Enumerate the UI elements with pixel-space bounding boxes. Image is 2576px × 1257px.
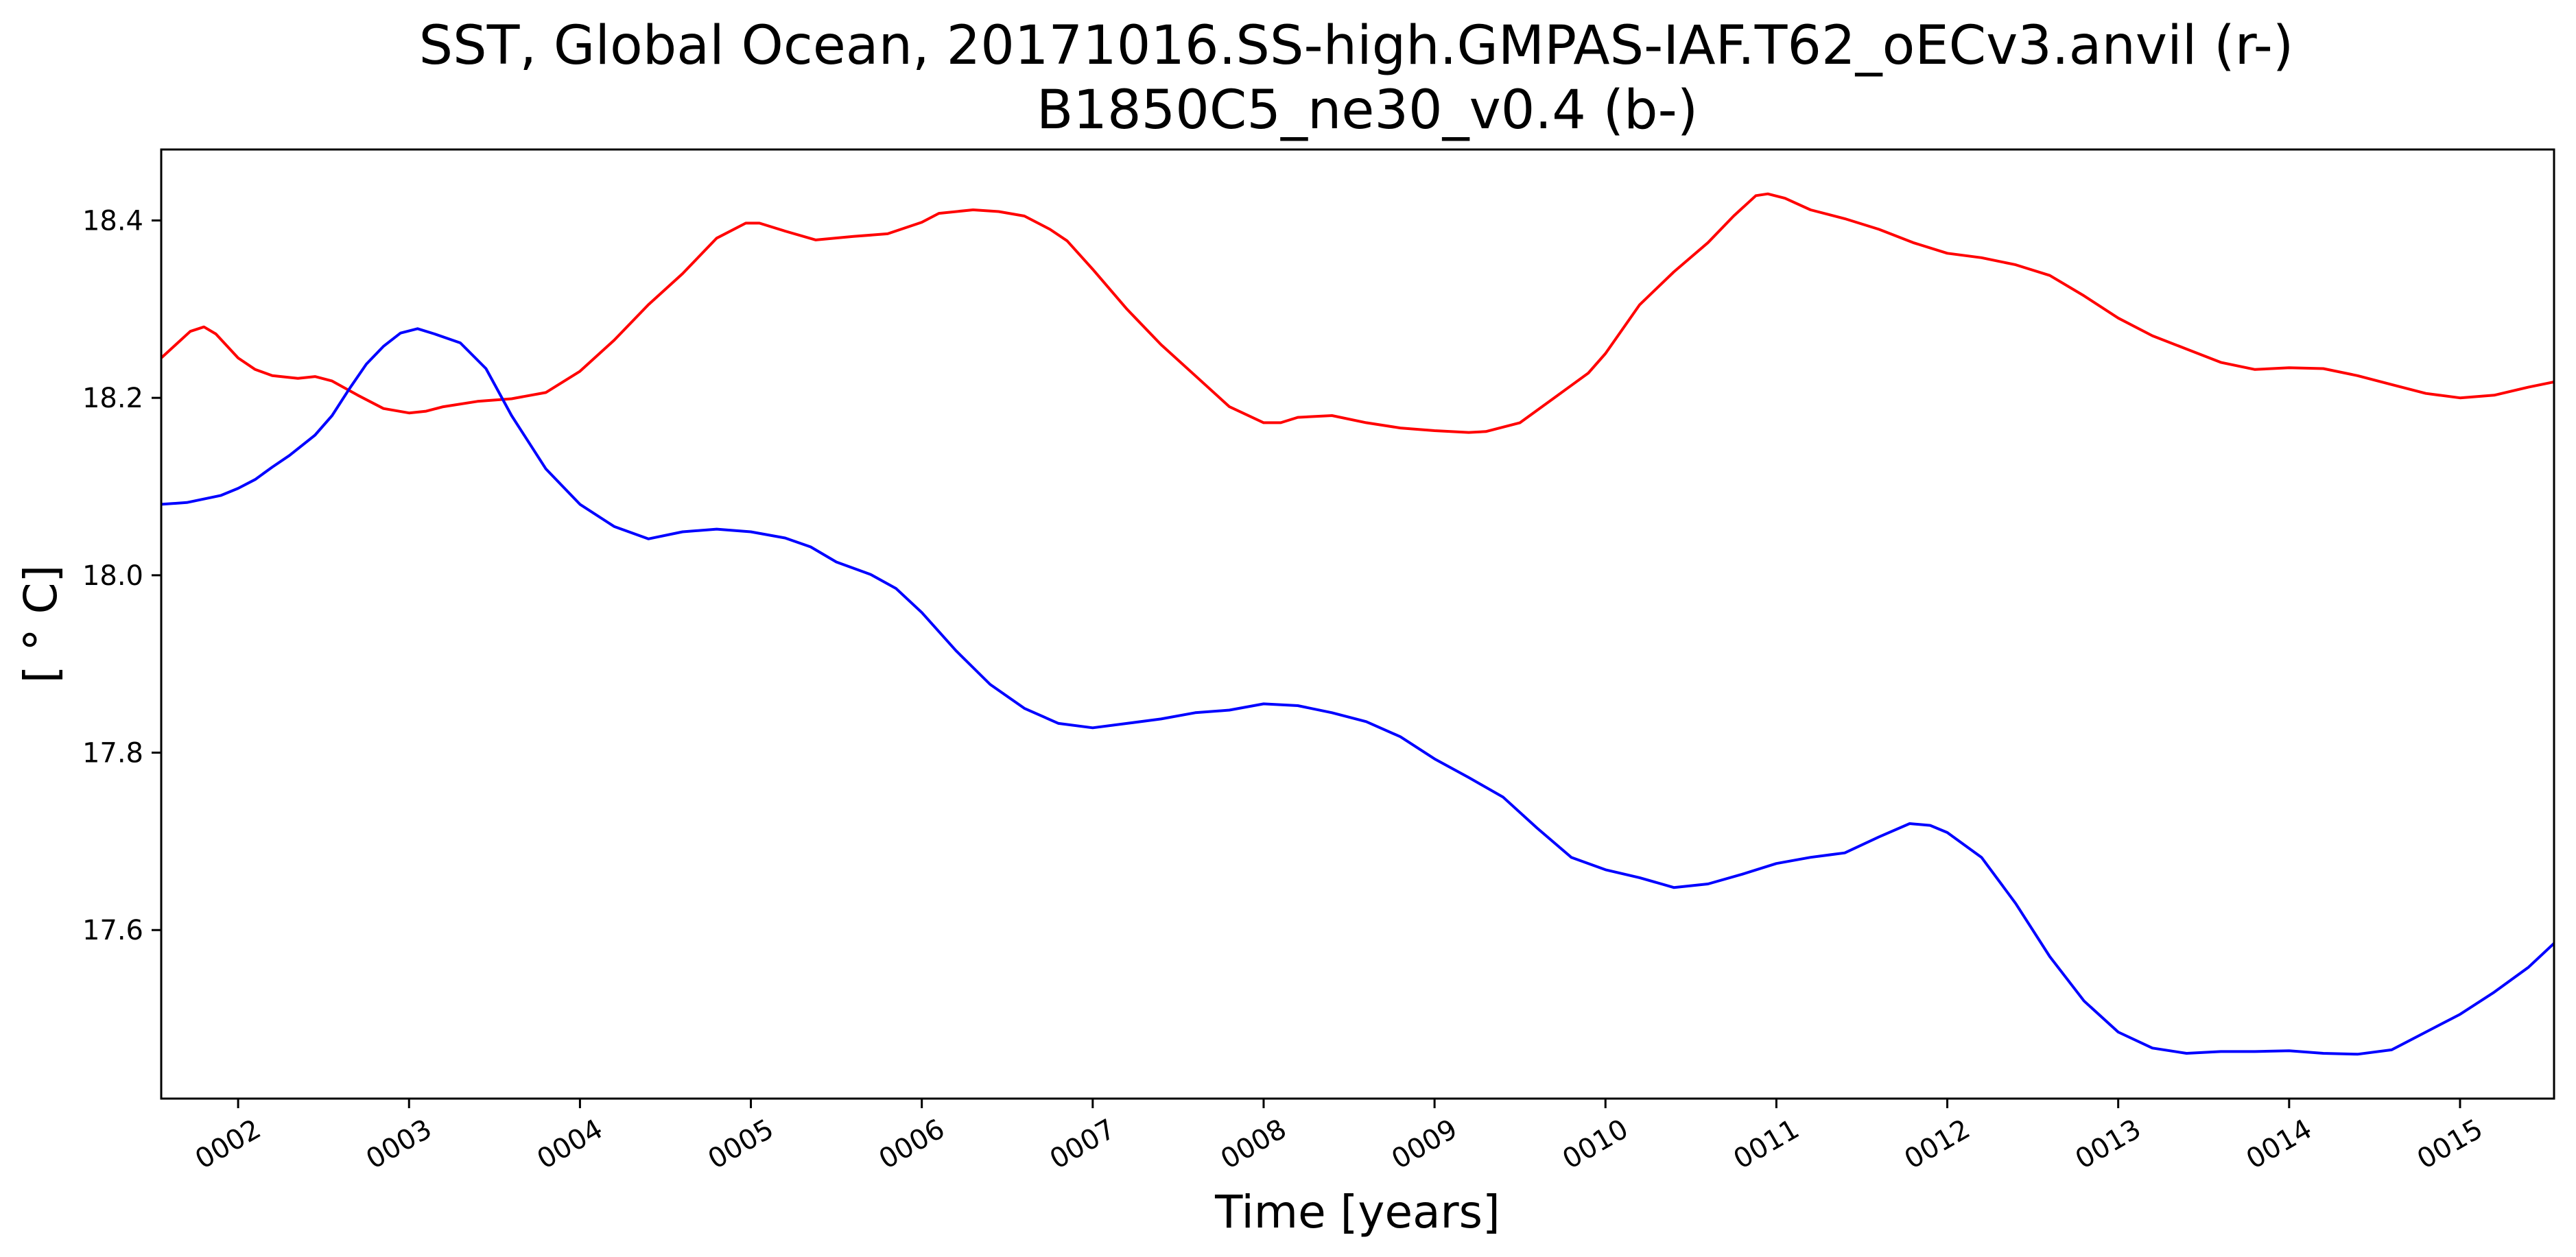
x-tick-label: 0015: [2412, 1113, 2488, 1175]
x-tick-label: 0008: [1216, 1113, 1292, 1175]
x-tick-label: 0003: [361, 1113, 437, 1175]
tick-layer: 0002 0003 0004 0005 0006 0007 0008 0009 0010 0011…: [82, 205, 2488, 1175]
x-tick-label: 0009: [1386, 1113, 1463, 1175]
x-tick-label: 0014: [2241, 1113, 2317, 1175]
series-line-2: [161, 327, 2555, 1056]
x-tick-label: 0007: [1045, 1113, 1121, 1175]
series-layer: [160, 192, 2555, 1056]
x-tick-label: 0011: [1728, 1113, 1804, 1175]
y-tick-label: 17.8: [82, 738, 143, 769]
y-tick-label: 18.0: [82, 560, 143, 592]
x-tick-label: 0010: [1557, 1113, 1633, 1175]
chart-title-line-1: SST, Global Ocean, 20171016.SS-high.GMPA…: [419, 15, 2294, 77]
y-tick-label: 18.2: [82, 383, 143, 414]
y-tick-label: 18.4: [82, 205, 143, 237]
x-tick-label: 0006: [874, 1113, 950, 1175]
x-tick-label: 0012: [1899, 1113, 1975, 1175]
x-tick-label: 0013: [2070, 1113, 2147, 1175]
y-axis-label: [ ° C]: [14, 565, 67, 684]
y-tick-label: 17.6: [82, 915, 143, 946]
x-axis-label: Time [years]: [1214, 1186, 1500, 1238]
plot-frame: [160, 148, 2555, 1100]
x-tick-label: 0004: [532, 1113, 608, 1175]
series-line-1: [160, 192, 2555, 434]
chart-title-line-2: B1850C5_ne30_v0.4 (b-): [1037, 80, 1698, 141]
x-tick-label: 0002: [190, 1113, 266, 1175]
x-tick-label: 0005: [702, 1113, 779, 1175]
